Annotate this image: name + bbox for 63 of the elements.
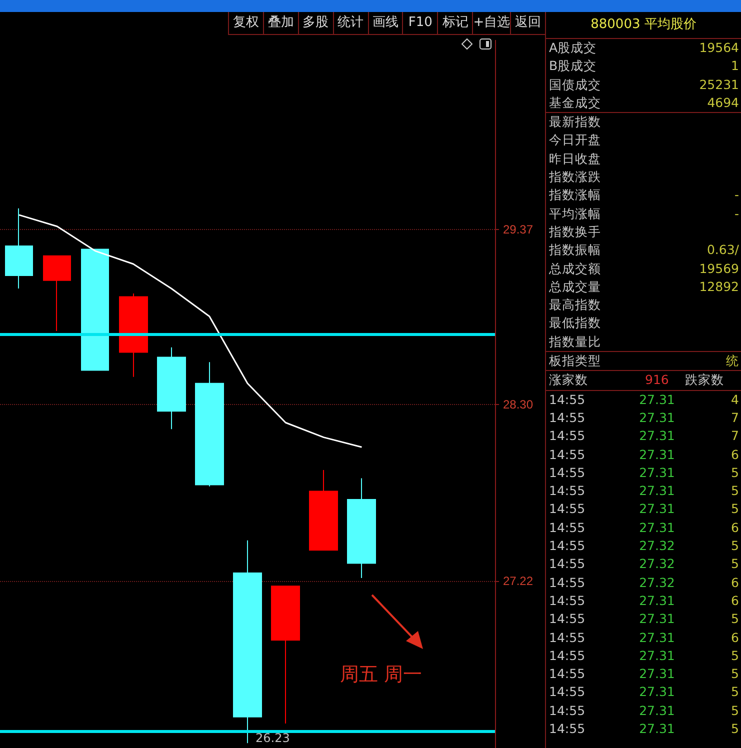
text: 统计 (332, 12, 368, 34)
text: 指数换手 (549, 222, 602, 241)
text: 14:55 27.31 6 (549, 520, 739, 535)
text: 14:55 27.31 5 (549, 501, 739, 516)
text: 14:55 27.31 5 (549, 464, 739, 480)
candlestick (5, 208, 33, 290)
text: 最低指数 (549, 314, 602, 332)
text: 14:55 27.31 5 (549, 666, 739, 682)
text: 返回 (510, 12, 546, 34)
text: 指数涨跌 (549, 168, 602, 186)
line-series (18, 214, 362, 448)
text: 14:55 27.32 5 (549, 538, 739, 554)
text: 昨日收盘 (549, 150, 602, 168)
text: 画线 (368, 12, 402, 34)
candlestick (119, 292, 148, 378)
candlestick (309, 470, 338, 551)
text: 14:55 27.31 5 (549, 684, 739, 700)
y-tick-label: 27.22 (503, 574, 534, 588)
text: 14:55 27.31 5 (549, 720, 739, 736)
text: F10 (402, 12, 438, 34)
text: 总成交额 19569 (549, 260, 739, 276)
candlestick (347, 478, 376, 578)
text: 14:55 27.32 6 (549, 574, 739, 590)
text: 14:55 27.31 6 (549, 592, 739, 608)
text: 指数涨幅 - (549, 187, 739, 202)
candlestick (195, 362, 224, 487)
text: 今日开盘 (549, 131, 602, 150)
text: 14:55 27.31 5 (549, 648, 739, 663)
text: +自选 (472, 12, 510, 34)
text: 多股 (298, 12, 333, 34)
candlestick (271, 586, 300, 724)
text: 指数量比 (549, 332, 602, 351)
text: 最新指数 (549, 113, 602, 132)
text: 复权 (228, 12, 263, 34)
text: 14:55 27.31 6 (549, 630, 739, 644)
text: 880003 平均股价 (546, 12, 741, 39)
text: 涨家数 916 跌家数 (549, 372, 724, 388)
text: 总成交量 12892 (549, 278, 739, 294)
text: 14:55 27.31 5 (549, 611, 739, 626)
text: 14:55 27.31 4 (549, 392, 739, 407)
text: 14:55 27.31 7 (549, 410, 739, 425)
y-tick-label: 28.30 (503, 398, 534, 412)
text: 标记 (437, 12, 472, 34)
candlestick (81, 248, 109, 371)
text: 指数振幅 0.63/ (549, 242, 739, 258)
text: B股成交 1 (549, 58, 739, 74)
text: 14:55 27.31 5 (549, 483, 739, 498)
text: 国债成交 25231 (549, 76, 739, 92)
text: 14:55 27.32 5 (549, 556, 739, 572)
text: A股成交 19564 (549, 40, 739, 55)
y-tick-label: 29.37 (503, 222, 534, 237)
text: 板指类型 统 (549, 353, 739, 368)
text: 14:55 27.31 6 (549, 446, 739, 462)
text: 平均涨幅 - (549, 206, 739, 221)
text: 基金成交 4694 (549, 94, 739, 110)
text: 14:55 27.31 7 (549, 428, 739, 444)
text: 叠加 (262, 12, 298, 34)
text: 14:55 27.31 5 (549, 702, 739, 718)
text: 最高指数 (549, 296, 602, 314)
annotation: 26.23 (256, 731, 290, 745)
candlestick (43, 255, 71, 332)
candlestick (157, 346, 186, 430)
annotation: 周五 周一 (340, 664, 422, 686)
